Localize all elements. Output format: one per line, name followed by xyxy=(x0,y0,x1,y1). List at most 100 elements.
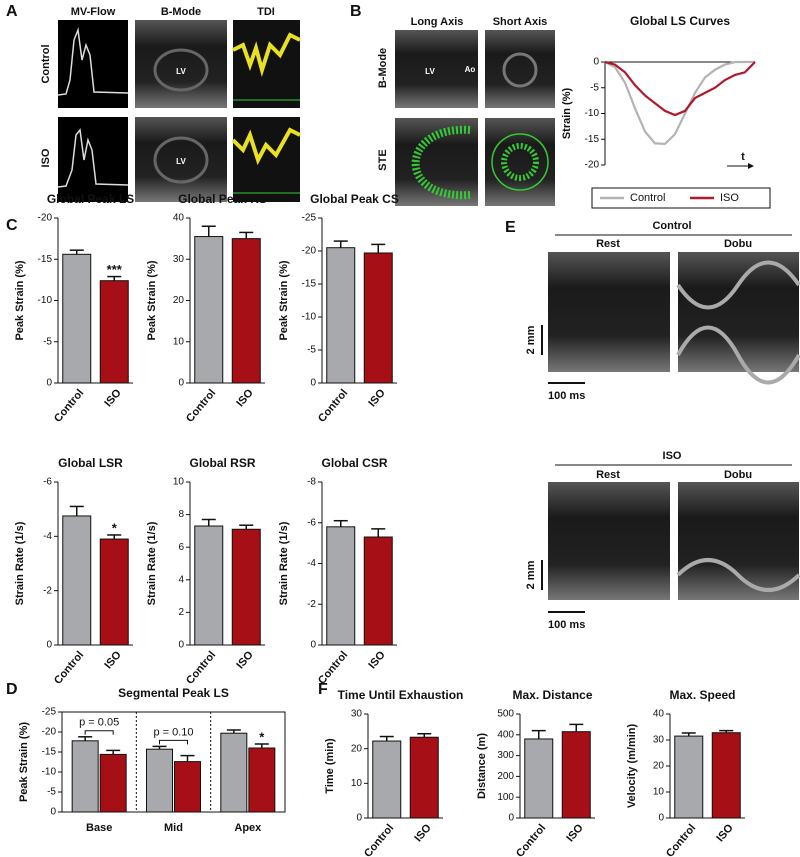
row-label: ISO xyxy=(40,148,52,167)
row-label: STE xyxy=(377,149,389,170)
x-tick-label: ISO xyxy=(102,387,124,410)
y-tick-label: 0 xyxy=(46,640,52,651)
y-tick-label: -15 xyxy=(38,254,53,265)
y-tick-label: 40 xyxy=(653,709,665,720)
y-tick-label: 10 xyxy=(653,787,665,798)
image xyxy=(548,482,670,600)
y-tick-label: 0 xyxy=(310,378,316,389)
bar xyxy=(194,236,224,384)
image xyxy=(135,20,227,108)
annotation: t xyxy=(741,151,745,163)
x-tick-label: Apex xyxy=(234,822,262,834)
significance-bracket xyxy=(84,730,114,735)
panel-letter: F xyxy=(318,681,328,698)
chart-title: Global Peak RS xyxy=(178,192,267,206)
y-tick-label: -6 xyxy=(307,517,316,528)
bar xyxy=(71,740,99,813)
y-tick-label: 10 xyxy=(173,336,185,347)
x-tick-label: Control xyxy=(316,387,350,425)
y-axis-label: Time (min) xyxy=(324,738,336,794)
column-label: Rest xyxy=(596,469,620,481)
chart-title: Segmental Peak LS xyxy=(118,686,229,700)
y-axis-label: Peak Strain (%) xyxy=(278,260,290,340)
column-label: MV-Flow xyxy=(71,6,116,18)
y-axis-label: Peak Strain (%) xyxy=(146,260,158,340)
image xyxy=(485,30,555,108)
y-tick-label: -20 xyxy=(42,727,57,738)
panel-letter: E xyxy=(505,219,516,236)
chart-title: Global Peak CS xyxy=(310,192,399,206)
image-feature xyxy=(153,136,209,184)
x-tick-label: ISO xyxy=(366,387,388,410)
bar xyxy=(248,747,276,813)
chart-title: Max. Speed xyxy=(669,688,735,702)
image-label: LV xyxy=(176,67,186,76)
x-tick-label: Control xyxy=(664,822,698,857)
column-label: Long Axis xyxy=(411,16,464,28)
y-tick-label: -10 xyxy=(585,108,600,119)
y-tick-label: 30 xyxy=(351,709,363,720)
image xyxy=(548,252,670,372)
y-tick-label: 0 xyxy=(46,378,52,389)
x-tick-label: ISO xyxy=(102,649,124,672)
bar xyxy=(231,528,261,646)
y-tick-label: 30 xyxy=(653,735,665,746)
bar xyxy=(174,761,201,813)
bar xyxy=(62,515,92,646)
y-tick-label: -5 xyxy=(43,336,52,347)
bar xyxy=(363,536,393,646)
annotation: * xyxy=(112,520,118,535)
y-tick-label: 20 xyxy=(653,761,665,772)
chart-title: Global LS Curves xyxy=(630,14,730,28)
y-tick-label: 6 xyxy=(178,542,184,553)
chart-title: Global Peak LS xyxy=(47,192,134,206)
y-tick-label: 500 xyxy=(497,709,514,720)
y-tick-label: -5 xyxy=(590,82,599,93)
y-tick-label: 0 xyxy=(658,813,664,824)
group-label: ISO xyxy=(663,450,682,462)
plot-frame xyxy=(61,711,286,813)
image-feature xyxy=(676,558,800,592)
y-tick-label: 400 xyxy=(497,729,514,740)
bar xyxy=(231,238,261,384)
y-tick-label: -25 xyxy=(42,707,57,718)
chart-title: Global RSR xyxy=(189,456,255,470)
scale-label: 2 mm xyxy=(525,325,537,354)
bar xyxy=(194,525,224,646)
y-tick-label: 40 xyxy=(173,213,185,224)
y-tick-label: -20 xyxy=(302,246,317,257)
panel-letter: C xyxy=(6,217,18,234)
y-tick-label: 0 xyxy=(178,378,184,389)
row-label: Control xyxy=(40,44,52,83)
image-feature xyxy=(502,52,538,88)
panel-b: B Long Axis Short Axis B-Mode STE LV Ao xyxy=(350,3,555,206)
y-axis-label: Distance (m) xyxy=(476,733,488,799)
chart-title: Time Until Exhaustion xyxy=(338,688,464,702)
x-tick-label: Control xyxy=(184,387,218,425)
bar xyxy=(220,732,248,813)
x-tick-label: Control xyxy=(52,387,86,425)
y-tick-label: -8 xyxy=(307,477,316,488)
annotation: * xyxy=(259,729,265,744)
bar xyxy=(326,247,356,384)
y-tick-label: 20 xyxy=(173,295,185,306)
y-axis-label: Peak Strain (%) xyxy=(18,722,30,802)
y-tick-label: 8 xyxy=(178,509,184,520)
image-trace xyxy=(57,128,129,188)
y-tick-label: -2 xyxy=(307,599,316,610)
legend-frame xyxy=(591,187,771,209)
y-tick-label: 200 xyxy=(497,771,514,782)
x-tick-label: ISO xyxy=(564,822,586,845)
image xyxy=(678,482,799,600)
bar xyxy=(62,253,92,384)
y-tick-label: 10 xyxy=(351,778,363,789)
group-label: Control xyxy=(652,220,691,232)
y-tick-label: 100 xyxy=(497,792,514,803)
panel-letter: A xyxy=(6,3,18,20)
bar xyxy=(711,732,741,819)
x-tick-label: ISO xyxy=(366,649,388,672)
y-tick-label: -15 xyxy=(42,747,57,758)
x-tick-label: ISO xyxy=(412,822,434,845)
y-axis-label: Strain Rate (1/s) xyxy=(278,521,290,605)
